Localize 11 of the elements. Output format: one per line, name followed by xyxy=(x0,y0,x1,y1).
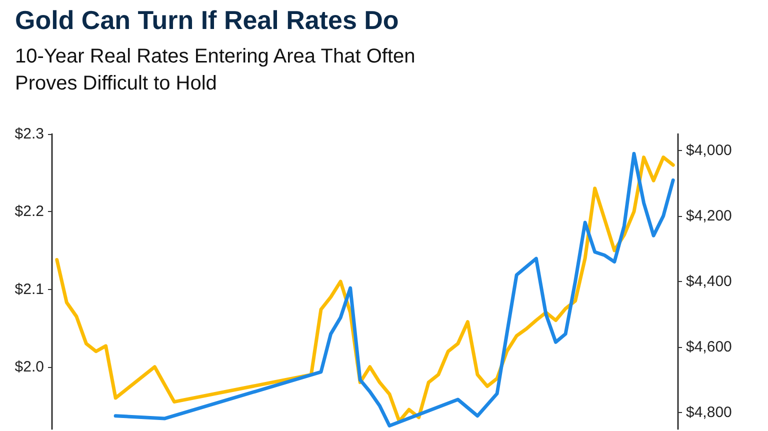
y2-tick-label: $4,200 xyxy=(686,207,732,224)
y2-tick-label: $4,000 xyxy=(686,142,732,159)
y-tick-label: $2.1 xyxy=(14,280,44,298)
y2-tick-label: $4,400 xyxy=(686,273,732,290)
y-tick-label: $2.3 xyxy=(14,126,44,142)
y2-tick-label: $4,800 xyxy=(686,404,732,422)
y-tick-label: $2.0 xyxy=(14,358,44,376)
chart-title: Gold Can Turn If Real Rates Do xyxy=(15,5,399,35)
chart-subtitle: 10-Year Real Rates Entering Area That Often Proves Difficult to Hold xyxy=(15,46,416,94)
y-tick-label: $2.2 xyxy=(14,203,44,220)
y2-tick-label: $4,600 xyxy=(686,338,732,356)
